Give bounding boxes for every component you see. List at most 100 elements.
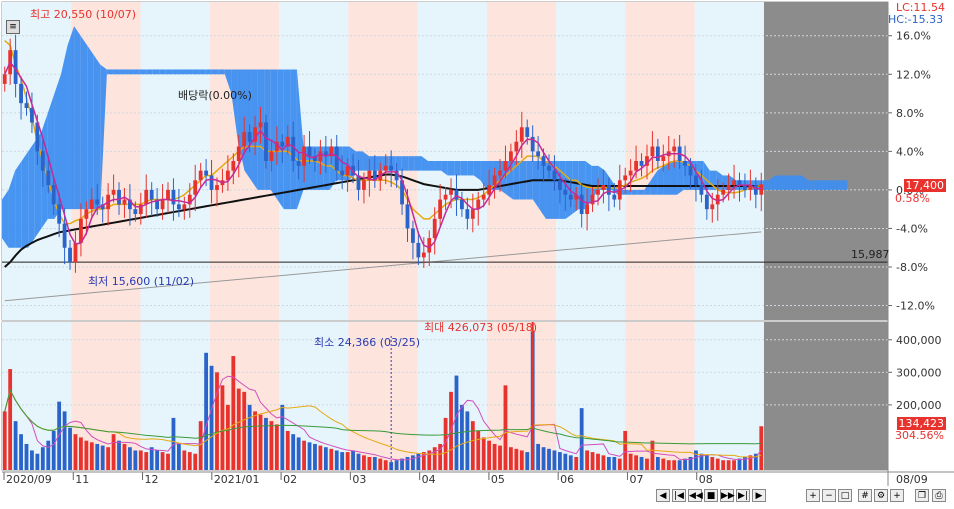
- settings-icon[interactable]: ⚙: [874, 489, 888, 502]
- ichimoku-cloud-segment: [821, 180, 828, 190]
- candle-body: [296, 161, 301, 166]
- ichimoku-cloud-segment: [637, 189, 645, 195]
- volume-bar: [111, 434, 116, 470]
- candle-body: [470, 209, 475, 219]
- volume-bar: [155, 450, 160, 470]
- volume-bar: [24, 443, 29, 470]
- candle-body: [100, 204, 105, 210]
- zoom-out-icon[interactable]: −: [822, 489, 836, 502]
- candle-body: [258, 122, 263, 128]
- volume-bar: [329, 448, 334, 470]
- volume-bar: [683, 458, 687, 470]
- candle-body: [323, 151, 328, 157]
- candle-body: [645, 156, 649, 166]
- restore-icon[interactable]: □: [838, 489, 852, 502]
- candle-body: [182, 204, 187, 210]
- copy-icon[interactable]: ❐: [915, 489, 929, 502]
- current-volume-ratio: 304.56%: [895, 429, 944, 442]
- volume-bar: [166, 453, 170, 470]
- ichimoku-cloud-segment: [8, 170, 16, 248]
- candle-body: [661, 156, 666, 161]
- ichimoku-cloud-segment: [106, 69, 114, 75]
- candle-body: [122, 199, 127, 205]
- volume-bar: [672, 460, 677, 470]
- volume-bar: [416, 453, 421, 470]
- low-annotation: 최저 15,600 (11/02): [88, 275, 195, 288]
- volume-bar: [253, 411, 257, 470]
- volume-bar: [62, 411, 67, 470]
- scroll-start-button[interactable]: ◀: [656, 489, 670, 502]
- zoom-in-icon[interactable]: +: [806, 489, 820, 502]
- scroll-next-button[interactable]: ▶: [752, 489, 766, 502]
- candle-body: [514, 141, 519, 152]
- ichimoku-cloud-segment: [840, 180, 848, 190]
- stop-button[interactable]: ■: [704, 489, 718, 502]
- volume-tick-label: 400,000: [896, 334, 942, 347]
- x-tick-label: 12: [145, 473, 159, 486]
- volume-bar: [509, 447, 513, 470]
- scroll-back-button[interactable]: ◀◀: [688, 489, 703, 502]
- level-line-label: 15,987: [851, 248, 890, 261]
- volume-bar: [247, 404, 252, 470]
- grid-icon[interactable]: #: [858, 489, 872, 502]
- volume-bar: [367, 456, 372, 470]
- month-band-volume: [694, 322, 764, 470]
- scroll-forward-button[interactable]: ▶▶: [720, 489, 735, 502]
- candle-body: [547, 165, 551, 171]
- volume-bar: [617, 458, 622, 470]
- candle-body: [171, 189, 176, 205]
- volume-tick-label: 300,000: [896, 366, 942, 379]
- price-tick-label: -8.0%: [896, 261, 928, 274]
- volume-bar: [2, 411, 7, 470]
- volume-bar: [225, 404, 230, 470]
- volume-bar: [73, 434, 78, 470]
- candle-body: [552, 170, 557, 181]
- ichimoku-cloud-segment: [814, 180, 822, 190]
- candle-body: [525, 127, 530, 137]
- candle-body: [623, 175, 628, 181]
- candle-body: [389, 165, 394, 171]
- volume-bar: [8, 369, 13, 470]
- volume-bar: [95, 443, 100, 470]
- candle-body: [302, 146, 306, 166]
- candle-body: [274, 141, 279, 152]
- crosshair-icon[interactable]: +: [890, 489, 904, 502]
- x-tick-label: 2021/01: [214, 473, 260, 486]
- scroll-home-button[interactable]: |◀: [672, 489, 686, 502]
- ichimoku-cloud-segment: [172, 69, 179, 75]
- month-band-price: [694, 2, 764, 320]
- month-band-volume: [486, 322, 557, 470]
- ichimoku-cloud-segment: [768, 175, 776, 190]
- volume-bar: [710, 456, 715, 470]
- ichimoku-cloud-segment: [762, 180, 769, 190]
- ichimoku-cloud-segment: [15, 161, 22, 248]
- candle-body: [465, 209, 470, 219]
- volume-bar: [106, 447, 111, 470]
- ichimoku-cloud-segment: [323, 146, 330, 190]
- candle-body: [291, 136, 296, 161]
- volume-bar: [721, 460, 726, 470]
- volume-bar: [590, 452, 595, 470]
- candle-body: [198, 170, 203, 181]
- candle-body: [225, 170, 230, 181]
- ichimoku-cloud-segment: [270, 69, 278, 200]
- print-icon[interactable]: ⎙: [932, 489, 946, 502]
- volume-bar: [204, 352, 209, 470]
- candle-body: [340, 170, 345, 176]
- candle-body: [155, 199, 160, 210]
- price-tick-label: 16.0%: [896, 30, 931, 43]
- candle-body: [2, 74, 7, 84]
- ichimoku-cloud-segment: [624, 189, 632, 195]
- candle-body: [612, 194, 617, 200]
- candle-body: [209, 175, 214, 190]
- candle-body: [732, 180, 736, 186]
- candle-body: [362, 180, 366, 190]
- scroll-end-button[interactable]: ▶|: [736, 489, 750, 502]
- candle-body: [432, 218, 437, 239]
- chart-menu-icon[interactable]: ≡: [6, 20, 20, 34]
- ichimoku-cloud-segment: [21, 151, 29, 248]
- volume-max-annotation: 최대 426,073 (05/18): [424, 321, 538, 334]
- volume-bar: [460, 404, 464, 470]
- volume-bar: [318, 445, 323, 470]
